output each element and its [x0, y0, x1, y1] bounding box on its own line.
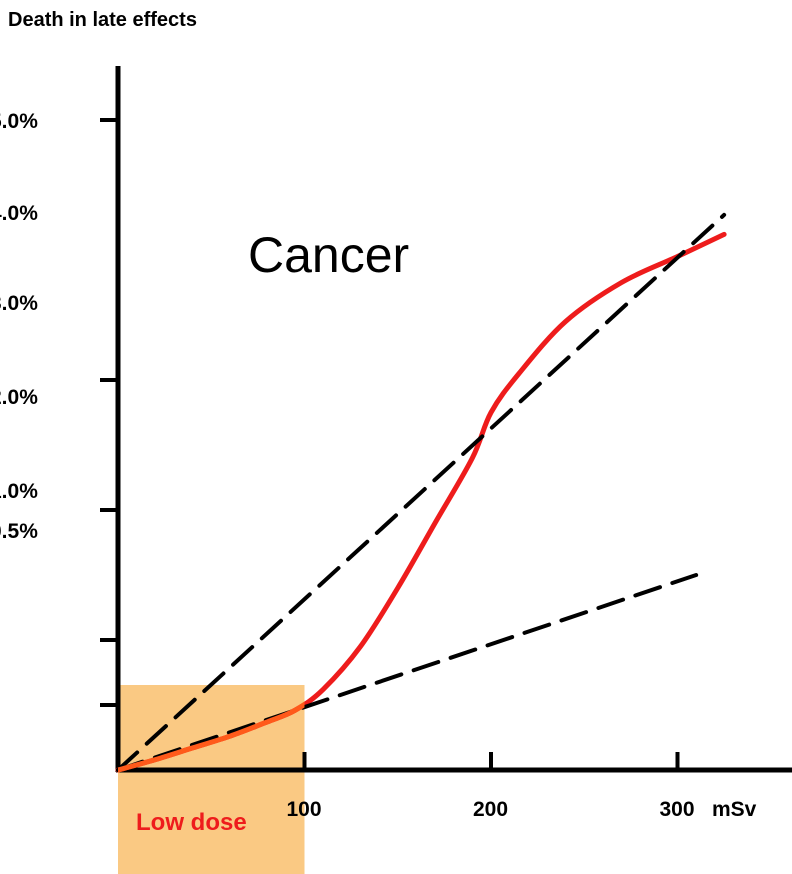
dashed-reference-line	[116, 573, 699, 772]
y-tick-label: 5.0%	[0, 110, 38, 133]
cancer-annotation: Cancer	[248, 227, 409, 283]
x-tick-label: 100	[287, 798, 322, 821]
x-unit-label: mSv	[712, 798, 757, 821]
x-tick-label: 200	[473, 798, 508, 821]
low-dose-label: Low dose	[136, 809, 247, 836]
y-tick-label: 0.5%	[0, 520, 38, 543]
y-tick-label: 4.0%	[0, 202, 38, 225]
y-tick-label: 1.0%	[0, 480, 38, 503]
x-tick-label: 300	[660, 798, 695, 821]
risk-curve-low-dose-segment	[118, 701, 305, 773]
chart-title: Death in late effects	[8, 9, 197, 31]
dashed-reference-line	[116, 212, 727, 772]
low-dose-region	[118, 685, 305, 874]
y-tick-label: 3.0%	[0, 292, 38, 315]
y-tick-label: 2.0%	[0, 386, 38, 409]
